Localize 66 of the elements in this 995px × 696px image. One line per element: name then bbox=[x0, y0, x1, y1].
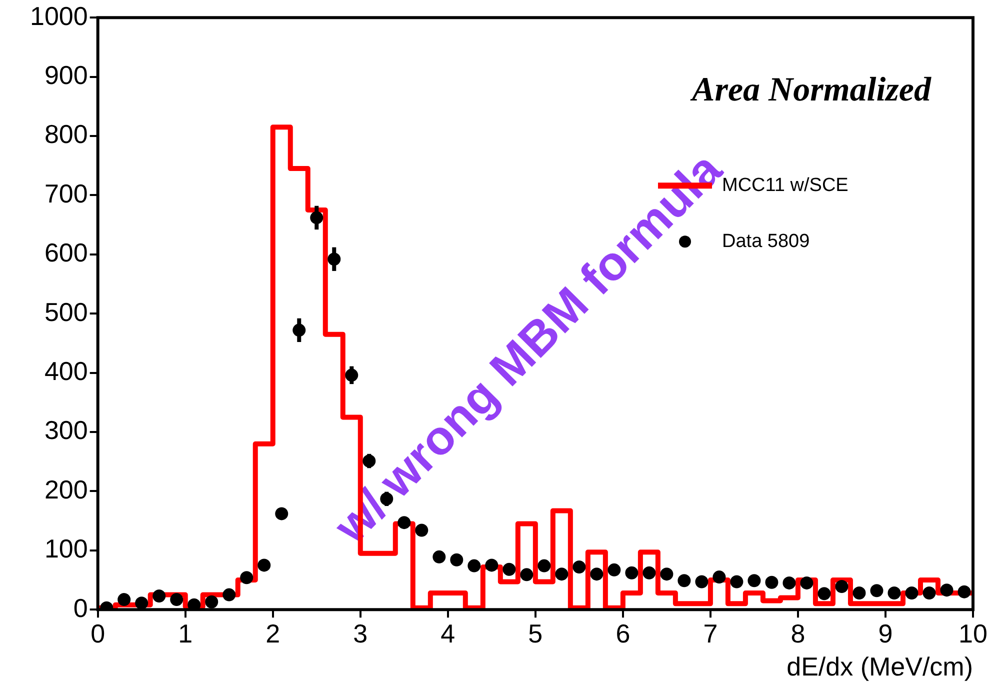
point bbox=[922, 586, 936, 600]
point bbox=[222, 588, 236, 602]
point bbox=[240, 571, 254, 584]
point bbox=[852, 586, 866, 600]
point bbox=[258, 558, 271, 572]
y-tick-label: 600 bbox=[44, 238, 88, 268]
annotation: Area Normalized bbox=[690, 71, 932, 108]
y-tick-label: 500 bbox=[44, 296, 88, 327]
point bbox=[888, 586, 901, 600]
point bbox=[958, 585, 971, 598]
point bbox=[660, 568, 674, 581]
x-tick-label: 5 bbox=[528, 618, 543, 648]
point bbox=[940, 584, 954, 597]
x-tick-label: 2 bbox=[266, 618, 280, 648]
y-tick-label: 300 bbox=[44, 415, 88, 446]
point bbox=[608, 563, 621, 576]
x-tick-label: 3 bbox=[353, 618, 368, 648]
legend-label: Data 5809 bbox=[722, 230, 810, 252]
point bbox=[712, 570, 726, 584]
x-tick-label: 1 bbox=[178, 618, 193, 648]
point bbox=[415, 524, 428, 537]
point bbox=[538, 559, 551, 572]
point bbox=[800, 576, 814, 590]
point bbox=[135, 596, 148, 610]
point bbox=[572, 560, 586, 574]
point bbox=[432, 550, 446, 564]
point bbox=[450, 553, 464, 566]
point bbox=[170, 593, 184, 606]
y-tick-label: 0 bbox=[73, 592, 88, 623]
x-tick-label: 9 bbox=[878, 618, 893, 648]
y-tick-label: 100 bbox=[44, 534, 88, 564]
x-tick-label: 8 bbox=[790, 618, 806, 648]
point bbox=[782, 576, 796, 590]
x-tick-label: 10 bbox=[958, 618, 988, 648]
point bbox=[765, 576, 778, 589]
point bbox=[590, 568, 604, 581]
point bbox=[748, 574, 761, 588]
x-tick-label: 7 bbox=[703, 618, 718, 648]
y-tick-label: 700 bbox=[44, 178, 88, 208]
y-tick-label: 800 bbox=[44, 119, 88, 150]
point bbox=[695, 575, 708, 588]
point bbox=[485, 558, 498, 572]
point bbox=[118, 593, 131, 606]
x-tick-label: 6 bbox=[616, 618, 630, 648]
point bbox=[468, 559, 481, 572]
y-tick-label: 400 bbox=[44, 356, 88, 386]
point bbox=[502, 562, 516, 576]
y-tick-label: 1000 bbox=[30, 0, 88, 31]
point bbox=[188, 598, 201, 610]
point bbox=[818, 587, 831, 600]
point bbox=[555, 568, 568, 581]
point bbox=[730, 575, 744, 588]
point bbox=[520, 568, 534, 582]
point bbox=[870, 584, 884, 598]
point bbox=[678, 574, 691, 588]
point bbox=[835, 580, 848, 594]
y-tick-label: 900 bbox=[44, 60, 88, 90]
point bbox=[642, 566, 656, 580]
point bbox=[905, 586, 918, 600]
point bbox=[625, 566, 638, 580]
x-axis-title: dE/dx (MeV/cm) bbox=[786, 652, 973, 682]
y-tick-label: 200 bbox=[44, 474, 88, 504]
x-tick-label: 4 bbox=[440, 618, 456, 648]
point bbox=[205, 595, 218, 608]
point bbox=[152, 589, 166, 602]
legend-label: MCC11 w/SCE bbox=[722, 174, 848, 196]
